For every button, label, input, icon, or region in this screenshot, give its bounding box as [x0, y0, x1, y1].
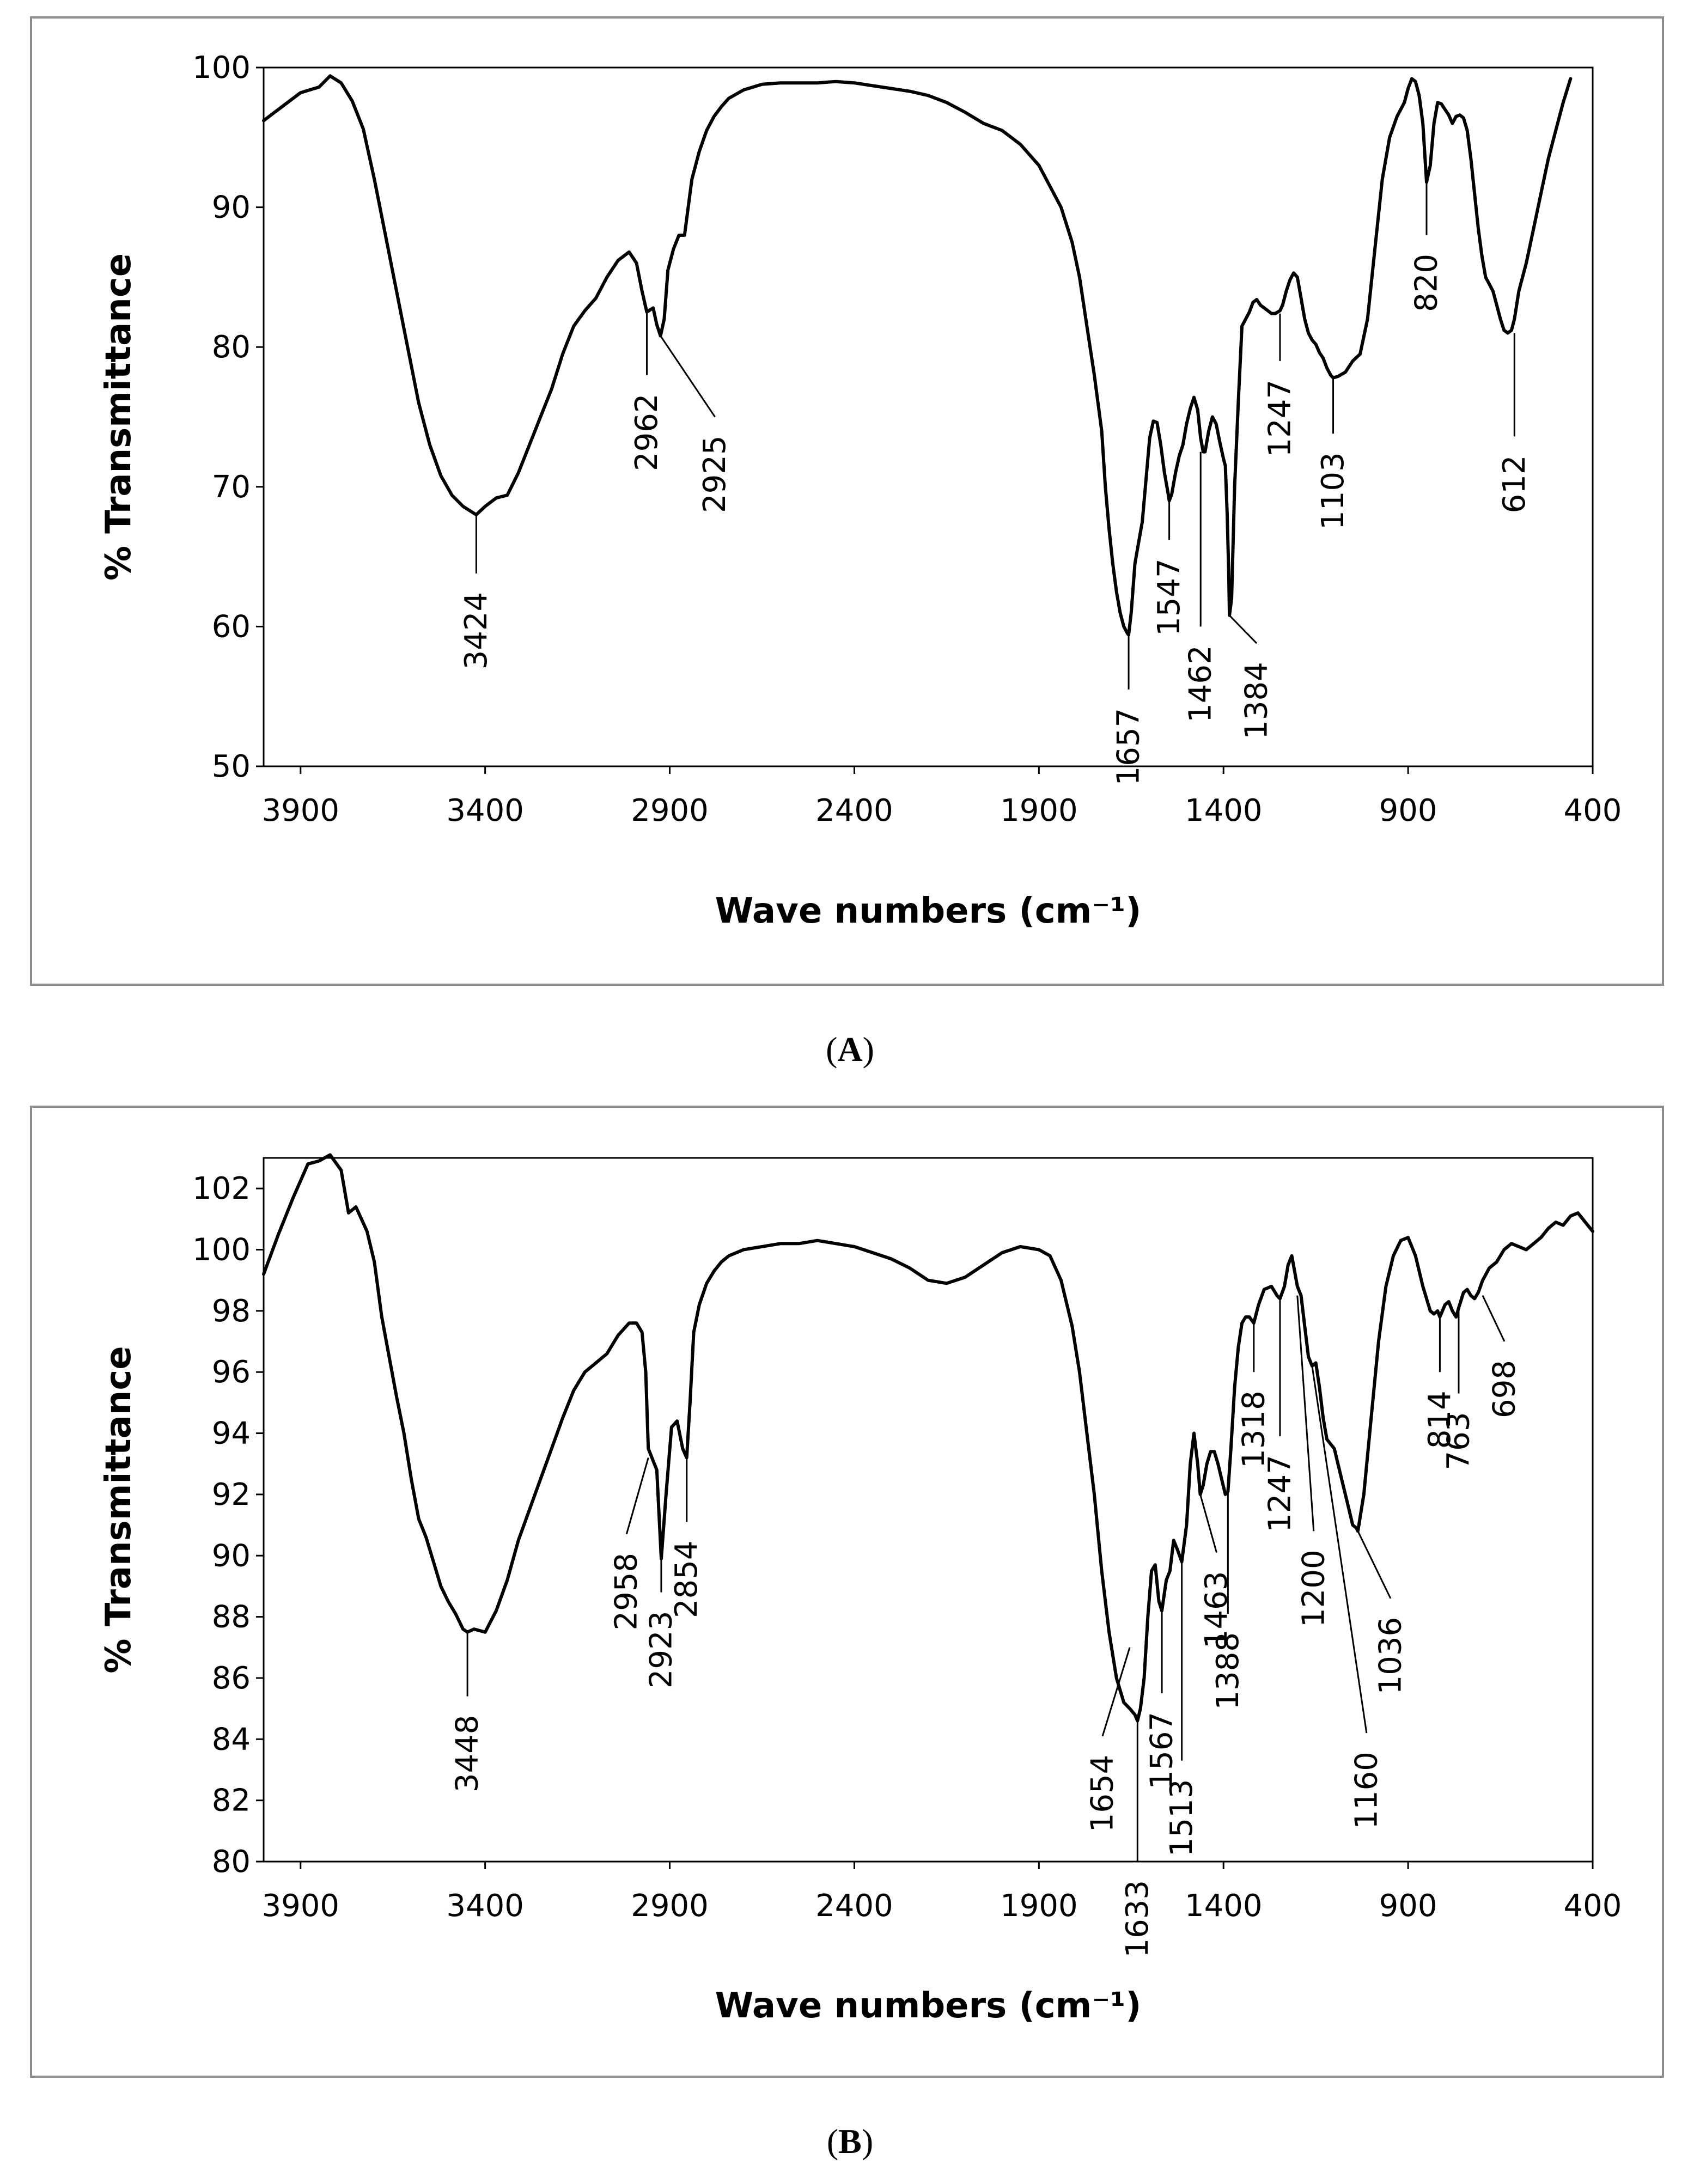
- x-tick-label: 1400: [1185, 1888, 1263, 1924]
- y-tick-label: 100: [192, 1233, 251, 1268]
- peak-label: 1388: [1210, 1632, 1246, 1710]
- peak-label: 2854: [669, 1540, 704, 1618]
- peak-leader-line: [625, 1457, 649, 1535]
- spectrum-line: [262, 74, 1573, 637]
- x-tick-label: 900: [1379, 793, 1437, 828]
- peak-leader-line: [1101, 1647, 1131, 1737]
- y-axis-title: % Transmittance: [99, 1346, 139, 1673]
- caption-b-open: (: [826, 2122, 839, 2161]
- caption-a-close: ): [862, 1030, 874, 1069]
- y-tick-label: 80: [212, 330, 251, 365]
- peak-leader-line: [1228, 614, 1258, 644]
- spectrum-chart-a: 50 60 70 80 90 100 3900 3400 2900 2400 1900 1400 900…: [99, 50, 1622, 931]
- peak-label: 814: [1422, 1390, 1458, 1449]
- y-tick-label: 84: [212, 1722, 251, 1757]
- caption-b-close: ): [861, 2122, 874, 2161]
- peak-label: 2925: [697, 436, 733, 514]
- peak-leader-line: [1199, 1494, 1217, 1553]
- y-tick-label: 94: [212, 1416, 251, 1451]
- peak-label: 1200: [1296, 1549, 1331, 1627]
- peak-label: 612: [1497, 455, 1532, 513]
- peak-label: 1633: [1120, 1880, 1155, 1958]
- x-tick-label: 3900: [262, 1888, 340, 1924]
- peak-leader-line: [1357, 1530, 1392, 1599]
- peak-label: 1160: [1349, 1752, 1384, 1829]
- peak-label: 1657: [1111, 708, 1147, 786]
- peak-leader-line: [1296, 1295, 1315, 1532]
- peak-label: 1247: [1262, 1455, 1297, 1533]
- peak-label: 1513: [1164, 1779, 1199, 1857]
- x-tick-label: 2400: [815, 1888, 893, 1924]
- peak-label: 1567: [1144, 1712, 1180, 1790]
- y-tick-label: 90: [212, 1538, 251, 1573]
- x-tick-label: 400: [1564, 793, 1622, 828]
- x-tick-label: 900: [1379, 1888, 1437, 1924]
- peak-label: 1462: [1183, 645, 1218, 723]
- peak-label: 1247: [1262, 380, 1297, 457]
- y-tick-label: 100: [192, 50, 251, 86]
- peak-label: 3424: [459, 592, 494, 670]
- x-axis-title: Wave numbers (cm⁻¹): [715, 891, 1142, 931]
- x-tick-label: 1900: [1000, 793, 1078, 828]
- spectrum-chart-b: 80 82 84 86 88 90 92 94 96 98 100 102 3900 3400 2900 24…: [99, 1153, 1622, 2026]
- y-tick-label: 50: [212, 749, 251, 784]
- y-tick-label: 98: [212, 1294, 251, 1329]
- x-tick-label: 2900: [631, 793, 709, 828]
- caption-b-letter: B: [838, 2122, 862, 2161]
- y-tick-label: 60: [212, 609, 251, 644]
- x-tick-label: 3400: [446, 1888, 524, 1924]
- x-tick-label: 400: [1564, 1888, 1622, 1924]
- plot-area: [263, 1157, 1594, 1863]
- x-tick-label: 3400: [446, 793, 524, 828]
- x-tick-label: 2400: [815, 793, 893, 828]
- x-tick-label: 3900: [262, 793, 340, 828]
- peak-leader-line: [1482, 1295, 1506, 1342]
- x-tick-label: 1900: [1000, 1888, 1078, 1924]
- peak-label: 1103: [1315, 452, 1351, 530]
- peak-leader-line: [1311, 1365, 1368, 1734]
- y-tick-label: 86: [212, 1661, 251, 1696]
- peak-label: 3448: [450, 1715, 485, 1793]
- x-axis-title: Wave numbers (cm⁻¹): [715, 1986, 1142, 2026]
- peak-label: 1654: [1085, 1755, 1120, 1833]
- y-axis-title: % Transmittance: [99, 253, 139, 581]
- peak-label: 2923: [643, 1611, 679, 1689]
- peak-label: 698: [1487, 1360, 1522, 1418]
- y-tick-label: 80: [212, 1844, 251, 1880]
- peak-label: 763: [1441, 1412, 1476, 1471]
- peak-label: 2958: [609, 1553, 644, 1631]
- caption-a-letter: A: [837, 1030, 863, 1069]
- peak-label: 820: [1409, 254, 1445, 312]
- x-tick-label: 1400: [1185, 793, 1263, 828]
- y-tick-label: 70: [212, 469, 251, 505]
- y-tick-label: 96: [212, 1355, 251, 1390]
- peak-label: 1547: [1151, 558, 1187, 636]
- y-tick-label: 90: [212, 190, 251, 225]
- chart-panel-b: 80 82 84 86 88 90 92 94 96 98 100 102 3900 3400 2900 24…: [30, 1106, 1664, 2078]
- peak-leader-line: [660, 335, 716, 418]
- chart-panel-a: 50 60 70 80 90 100 3900 3400 2900 2400 1900 1400 900…: [30, 16, 1664, 986]
- y-tick-label: 88: [212, 1600, 251, 1635]
- y-tick-label: 102: [192, 1171, 251, 1206]
- peak-label: 1318: [1236, 1390, 1271, 1468]
- peak-label: 2962: [629, 394, 665, 472]
- caption-a: (A): [0, 1029, 1700, 1070]
- plot-area: [263, 66, 1594, 767]
- peak-label: 1384: [1239, 662, 1275, 740]
- y-tick-label: 82: [212, 1783, 251, 1819]
- caption-b: (B): [0, 2121, 1700, 2162]
- x-tick-label: 2900: [631, 1888, 709, 1924]
- peak-label: 1036: [1373, 1617, 1408, 1695]
- y-tick-label: 92: [212, 1477, 251, 1512]
- spectrum-line: [262, 1153, 1594, 1723]
- caption-a-open: (: [826, 1030, 838, 1069]
